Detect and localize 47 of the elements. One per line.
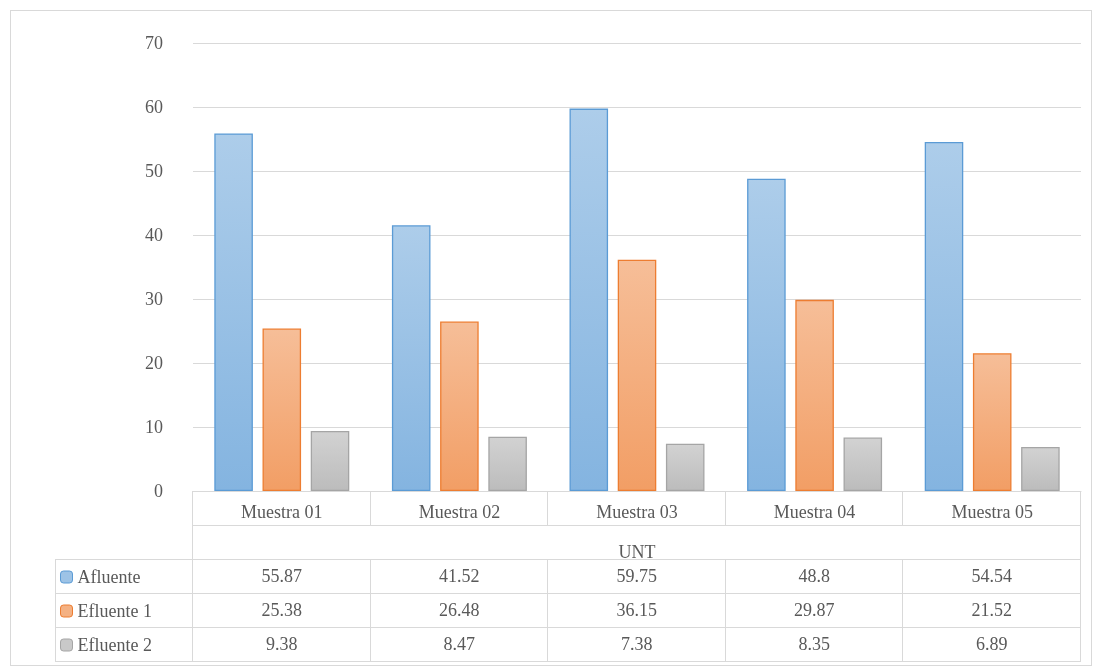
bar <box>747 178 786 491</box>
y-tick-label: 40 <box>145 225 163 245</box>
x-tick-label: Muestra 05 <box>951 502 1033 522</box>
y-tick-label: 50 <box>145 161 163 181</box>
bar <box>569 108 609 491</box>
data-label: 36.15 <box>547 593 726 628</box>
data-label: 41.52 <box>370 559 548 594</box>
data-label: 8.47 <box>370 627 548 662</box>
bar <box>310 430 350 491</box>
data-label: 29.87 <box>725 593 903 628</box>
data-label: 8.35 <box>725 627 903 662</box>
bar <box>665 443 705 491</box>
bar <box>1021 446 1060 491</box>
bar <box>617 259 657 491</box>
y-tick-label: 30 <box>145 289 163 309</box>
bar <box>488 436 527 491</box>
bar <box>440 321 479 491</box>
data-label: 26.48 <box>370 593 548 628</box>
bar <box>262 328 302 491</box>
data-label: 6.89 <box>902 627 1081 662</box>
data-label: 21.52 <box>902 593 1081 628</box>
y-tick-label: 20 <box>145 353 163 373</box>
x-tick-label: Muestra 04 <box>773 502 856 522</box>
y-tick-label: 10 <box>145 417 163 437</box>
bar <box>924 141 964 491</box>
x-tick-label: Muestra 01 <box>241 502 323 522</box>
x-tick-label: Muestra 03 <box>596 502 678 522</box>
y-tick-label: 70 <box>145 33 163 53</box>
y-tick-label: 0 <box>154 481 163 501</box>
legend-label: Afluente <box>77 567 141 587</box>
data-label: 25.38 <box>192 593 371 628</box>
data-label: 55.87 <box>192 559 371 594</box>
data-label: 59.75 <box>616 566 657 586</box>
bar <box>795 299 834 491</box>
bar <box>972 353 1012 491</box>
x-tick-label: Muestra 02 <box>418 502 501 522</box>
legend-label: Efluente 2 <box>77 635 152 655</box>
legend-label: Efluente 1 <box>77 601 152 621</box>
bar <box>214 133 253 491</box>
bar <box>391 225 431 491</box>
x-axis-title: UNT <box>618 542 656 562</box>
data-label: 9.38 <box>192 627 371 662</box>
y-tick-label: 60 <box>145 97 163 117</box>
data-label: 7.38 <box>547 627 726 662</box>
data-label: 54.54 <box>902 559 1081 594</box>
bar <box>843 437 883 491</box>
data-label: 48.8 <box>725 559 903 594</box>
